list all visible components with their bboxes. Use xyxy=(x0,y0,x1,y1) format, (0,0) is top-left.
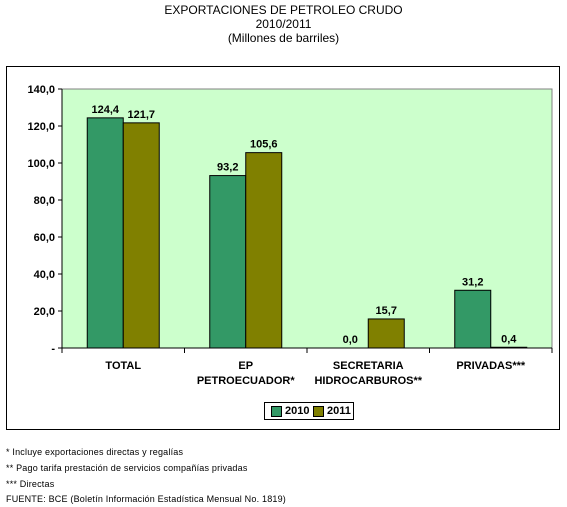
chart-period: 2010/2011 xyxy=(255,17,312,31)
bar-2010-1 xyxy=(209,175,247,349)
y-tick-label: 140,0 xyxy=(27,84,55,96)
bar-2010-0 xyxy=(86,117,124,349)
y-tick-label: 80,0 xyxy=(34,195,55,207)
bar-2010-3 xyxy=(454,289,492,349)
bar-2011-0 xyxy=(122,122,160,349)
data-label-2010-2: 0,0 xyxy=(343,334,358,346)
chart-units: (Millones de barriles) xyxy=(227,31,340,45)
data-label-2010-3: 31,2 xyxy=(462,276,483,288)
legend-item-2010: 2010 xyxy=(271,405,309,417)
y-tick-label: - xyxy=(51,343,55,355)
legend-swatch-2011 xyxy=(313,405,324,417)
bar-chart: - 20,0 40,0 60,0 80,0 100,0 120,0 140,0 TOTAL 124… xyxy=(27,84,553,387)
bar-2011-2 xyxy=(367,318,405,349)
source-note: FUENTE: BCE (Boletín Información Estadís… xyxy=(6,494,287,504)
chart-title: EXPORTACIONES DE PETROLEO CRUDO xyxy=(164,3,403,17)
y-tick-label: 120,0 xyxy=(27,121,55,133)
legend-item-2011: 2011 xyxy=(313,405,351,417)
legend-swatch-2010 xyxy=(271,405,282,417)
bar-2011-1 xyxy=(245,152,283,349)
data-label-2011-0: 121,7 xyxy=(127,109,155,121)
data-label-2010-1: 93,2 xyxy=(217,162,238,174)
footnote-1: * Incluye exportaciones directas y regal… xyxy=(6,447,184,457)
x-category-label: SECRETARIA xyxy=(333,360,404,372)
x-category-label: HIDROCARBUROS** xyxy=(314,375,422,387)
y-tick-label: 100,0 xyxy=(27,158,55,170)
x-category-label: TOTAL xyxy=(105,360,141,372)
data-label-2011-1: 105,6 xyxy=(250,139,278,151)
y-tick-label: 60,0 xyxy=(34,232,55,244)
data-label-2011-2: 15,7 xyxy=(376,305,397,317)
legend-label-2010: 2010 xyxy=(285,405,310,417)
bar-2011-3 xyxy=(490,346,528,349)
y-tick-label: 20,0 xyxy=(34,306,55,318)
data-label-2011-3: 0,4 xyxy=(501,333,517,345)
y-tick-label: 40,0 xyxy=(34,269,55,281)
x-category-label: PRIVADAS*** xyxy=(456,360,526,372)
footnote-3: *** Directas xyxy=(6,479,55,489)
data-label-2010-0: 124,4 xyxy=(91,104,119,116)
footnote-2: ** Pago tarifa prestación de servicios c… xyxy=(6,463,248,473)
legend-label-2011: 2011 xyxy=(327,405,351,417)
chart-area: - 20,0 40,0 60,0 80,0 100,0 120,0 140,0 TOTAL 124… xyxy=(6,66,560,430)
x-category-label: PETROECUADOR* xyxy=(197,375,296,387)
x-category-label: EP xyxy=(238,360,253,372)
chart-legend: 2010 2011 xyxy=(264,402,354,420)
